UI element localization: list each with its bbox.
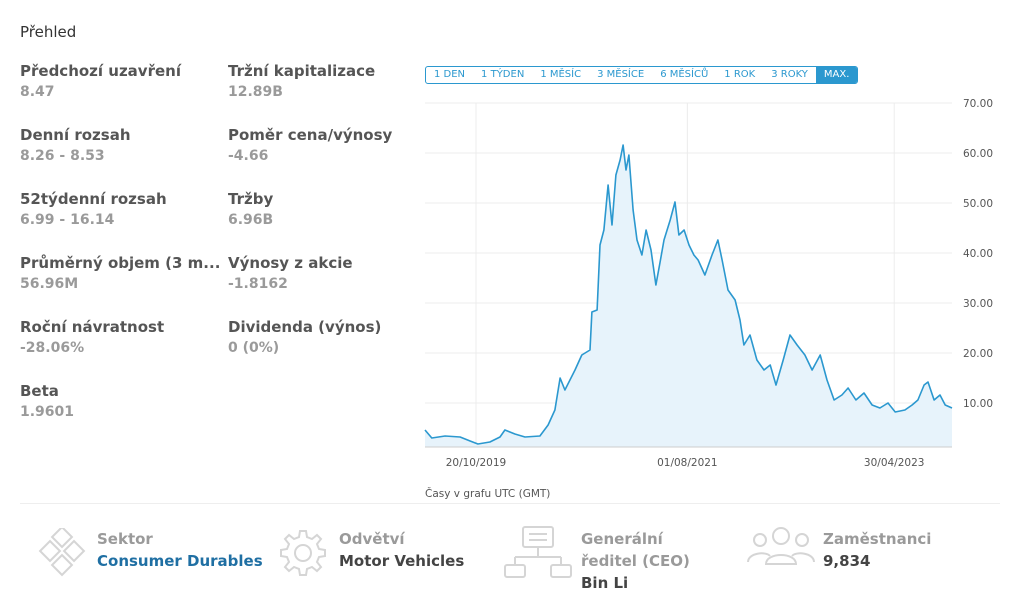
stat-label: Průměrný objem (3 m... [20,254,221,272]
y-tick-label: 30.00 [963,298,993,310]
x-tick-label: 20/10/2019 [446,457,507,469]
stat-label: 52týdenní rozsah [20,190,167,208]
y-tick-label: 10.00 [963,398,993,410]
stat-label: Roční návratnost [20,318,165,336]
stat-value: 0 (0%) [228,340,280,356]
area-fill [425,145,952,447]
ceo-icon [504,526,572,578]
stat: Beta 1.9601 [20,382,228,446]
stat-label: Předchozí uzavření [20,62,181,80]
range-button[interactable]: 1 DEN [434,69,466,80]
range-button[interactable]: 1 TÝDEN [481,69,525,80]
stat-label: Výnosy z akcie [228,254,353,272]
stat-label: Dividenda (výnos) [228,318,382,336]
info-value: 9,834 [823,552,871,570]
stat-value: 8.47 [20,84,55,100]
info-label: Sektor [97,530,153,548]
stat-label: Poměr cena/výnosy [228,126,393,144]
stat: Průměrný objem (3 m... 56.96M [20,254,228,318]
x-tick-label: 01/08/2021 [657,457,718,469]
range-button[interactable]: MAX. [815,67,858,83]
stat-value: 12.89B [228,84,283,100]
info-value[interactable]: Consumer Durables [97,552,263,570]
stat: Denní rozsah 8.26 - 8.53 [20,126,228,190]
info-label: Odvětví [339,530,405,548]
info-item: Generální ředitel (CEO) Bin Li [581,528,721,594]
stat: 52týdenní rozsah 6.99 - 16.14 [20,190,228,254]
stat-value: 6.99 - 16.14 [20,212,115,228]
info-item: Sektor Consumer Durables [97,528,263,572]
y-tick-label: 60.00 [963,148,993,160]
stat-value: -4.66 [228,148,269,164]
section-title: Přehled [20,23,77,41]
employees-icon [747,527,815,565]
stat-label: Tržby [228,190,274,208]
stat: Dividenda (výnos) 0 (0%) [228,318,418,382]
stat: Tržní kapitalizace 12.89B [228,62,418,126]
info-item: Zaměstnanci 9,834 [823,528,963,572]
stat-value: -28.06% [20,340,85,356]
info-item: Odvětví Motor Vehicles [339,528,479,572]
stat-value: 6.96B [228,212,274,228]
info-label: Zaměstnanci [823,530,932,548]
y-tick-label: 50.00 [963,198,993,210]
y-tick-label: 20.00 [963,348,993,360]
range-button[interactable]: 3 ROKY [771,69,808,80]
range-button[interactable]: 1 MĚSÍC [540,69,582,80]
range-button[interactable]: 6 MĚSÍCŮ [660,69,709,80]
stat-label: Tržní kapitalizace [228,62,376,80]
stat: Tržby 6.96B [228,190,418,254]
y-tick-label: 40.00 [963,248,993,260]
chart-note: Časy v grafu UTC (GMT) [425,487,550,500]
price-line [424,144,953,445]
stat: Roční návratnost -28.06% [20,318,228,382]
stat-label: Beta [20,382,59,400]
x-tick-label: 30/04/2023 [864,457,925,469]
stats-grid: Předchozí uzavření 8.47 Denní rozsah 8.26 -… [20,62,418,446]
separator [20,503,1000,504]
info-value: Motor Vehicles [339,552,465,570]
range-button[interactable]: 3 MĚSÍCE [597,69,645,80]
stat: Poměr cena/výnosy -4.66 [228,126,418,190]
sector-icon [38,528,86,577]
stat-label: Denní rozsah [20,126,131,144]
y-tick-label: 70.00 [963,98,993,110]
stat: Výnosy z akcie -1.8162 [228,254,418,318]
info-label: Generální ředitel (CEO) [581,530,690,570]
range-button[interactable]: 1 ROK [724,69,756,80]
stat: Předchozí uzavření 8.47 [20,62,228,126]
industry-icon [280,530,326,576]
stat-value: 56.96M [20,276,79,292]
range-selector: 1 DEN 1 TÝDEN 1 MĚSÍC 3 MĚSÍCE 6 MĚSÍCŮ 1 ROK… [425,66,859,84]
stat-value: 8.26 - 8.53 [20,148,105,164]
stat-value: 1.9601 [20,404,75,420]
stat-value: -1.8162 [228,276,288,292]
info-value: Bin Li [581,574,629,592]
